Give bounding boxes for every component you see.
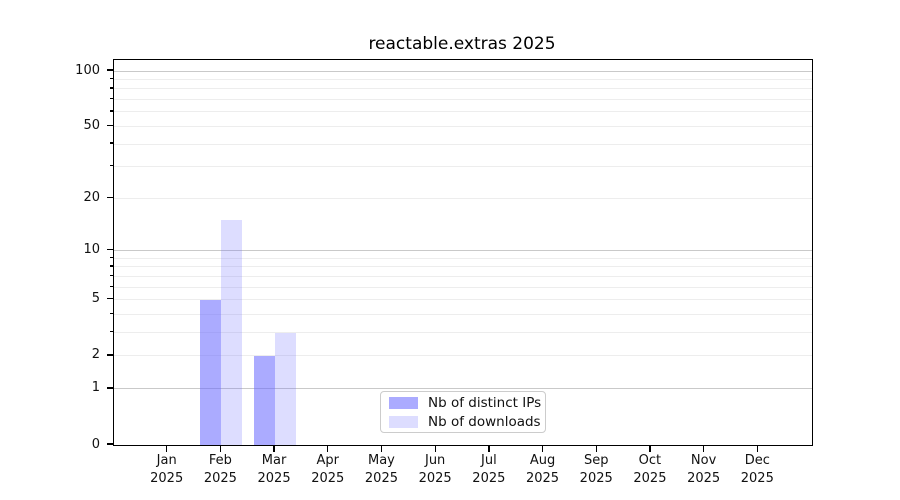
gridline-major [114,250,812,252]
x-tick-mark [273,445,275,452]
y-tick-label: 50 [83,117,100,133]
x-tick-mark [327,445,329,452]
gridline-minor [114,299,812,301]
y-minor-tick-mark [109,196,113,198]
x-tick-mark [380,445,383,452]
gridline-minor [114,286,812,288]
y-minor-tick-mark [109,285,113,287]
x-tick-label: Sep 2025 [579,453,613,486]
x-tick-mark [595,445,597,452]
legend-item: Nb of downloads [381,414,545,430]
gridline-minor [114,332,812,334]
x-tick-label: Jun 2025 [418,453,452,486]
chart-title: reactable.extras 2025 [368,34,556,54]
y-tick-mark [107,69,113,71]
x-tick-mark [703,445,705,452]
bar-downloads [221,220,243,445]
gridline-minor [114,166,812,168]
gridline-minor [114,314,812,316]
x-tick-mark [166,445,168,452]
x-tick-label: Jul 2025 [472,453,506,486]
y-minor-tick-mark [109,256,113,259]
x-tick-label: Jan 2025 [150,453,184,486]
y-minor-tick-mark [109,110,113,112]
y-minor-tick-mark [109,274,113,277]
plot-area: Nb of distinct IPs Nb of downloads [113,59,813,446]
x-tick-mark [756,445,758,452]
x-tick-label: Aug 2025 [525,453,560,486]
x-tick-label: Oct 2025 [633,453,667,486]
y-tick-mark [107,387,113,389]
y-minor-tick-mark [109,331,113,333]
legend-label: Nb of distinct IPs [428,394,542,411]
gridline-minor [114,88,812,90]
y-minor-tick-mark [109,87,113,89]
x-tick-label: Dec 2025 [740,453,774,486]
x-tick-mark [219,445,222,452]
y-tick-label: 1 [91,380,100,396]
y-tick-label: 100 [75,62,100,78]
y-tick-label: 20 [83,189,100,205]
y-minor-tick-mark [109,124,113,127]
gridline-minor [114,257,812,259]
gridline-minor [114,197,812,199]
legend-swatch-downloads [389,415,418,428]
y-tick-label: 5 [91,291,100,307]
y-tick-label: 0 [91,436,100,452]
legend: Nb of distinct IPs Nb of downloads [380,391,546,433]
gridline-minor [114,99,812,101]
gridline-minor [114,125,812,127]
legend-swatch-distinct-ips [389,396,418,409]
gridline-major [114,388,812,390]
y-minor-tick-mark [109,165,113,167]
y-minor-tick-mark [109,142,113,144]
y-minor-tick-mark [109,97,113,100]
x-tick-label: Mar 2025 [257,453,291,486]
bar-downloads [275,332,297,445]
x-tick-label: Feb 2025 [203,453,237,486]
y-minor-tick-mark [109,312,113,315]
gridline-minor [114,111,812,113]
y-minor-tick-mark [109,77,113,80]
y-minor-tick-mark [109,354,113,356]
x-tick-mark [541,445,544,452]
y-tick-label: 2 [91,347,100,363]
x-tick-mark [649,445,651,452]
y-minor-tick-mark [109,298,113,300]
y-tick-label: 10 [83,242,100,258]
y-minor-tick-mark [109,265,113,267]
bar-distinct-ips [254,355,276,445]
y-tick-mark [107,443,113,445]
x-tick-label: May 2025 [364,453,398,486]
x-tick-mark [488,445,490,452]
x-tick-label: Nov 2025 [687,453,721,486]
bar-distinct-ips [200,299,222,445]
x-tick-label: Apr 2025 [311,453,345,486]
gridline-minor [114,275,812,277]
y-tick-mark [107,249,113,251]
x-tick-mark [434,445,436,452]
gridline-minor [114,78,812,80]
gridline-minor [114,143,812,145]
legend-item: Nb of distinct IPs [381,395,545,411]
gridline-minor [114,266,812,268]
gridline-minor [114,355,812,357]
gridline-major [114,70,812,72]
legend-label: Nb of downloads [428,413,541,430]
